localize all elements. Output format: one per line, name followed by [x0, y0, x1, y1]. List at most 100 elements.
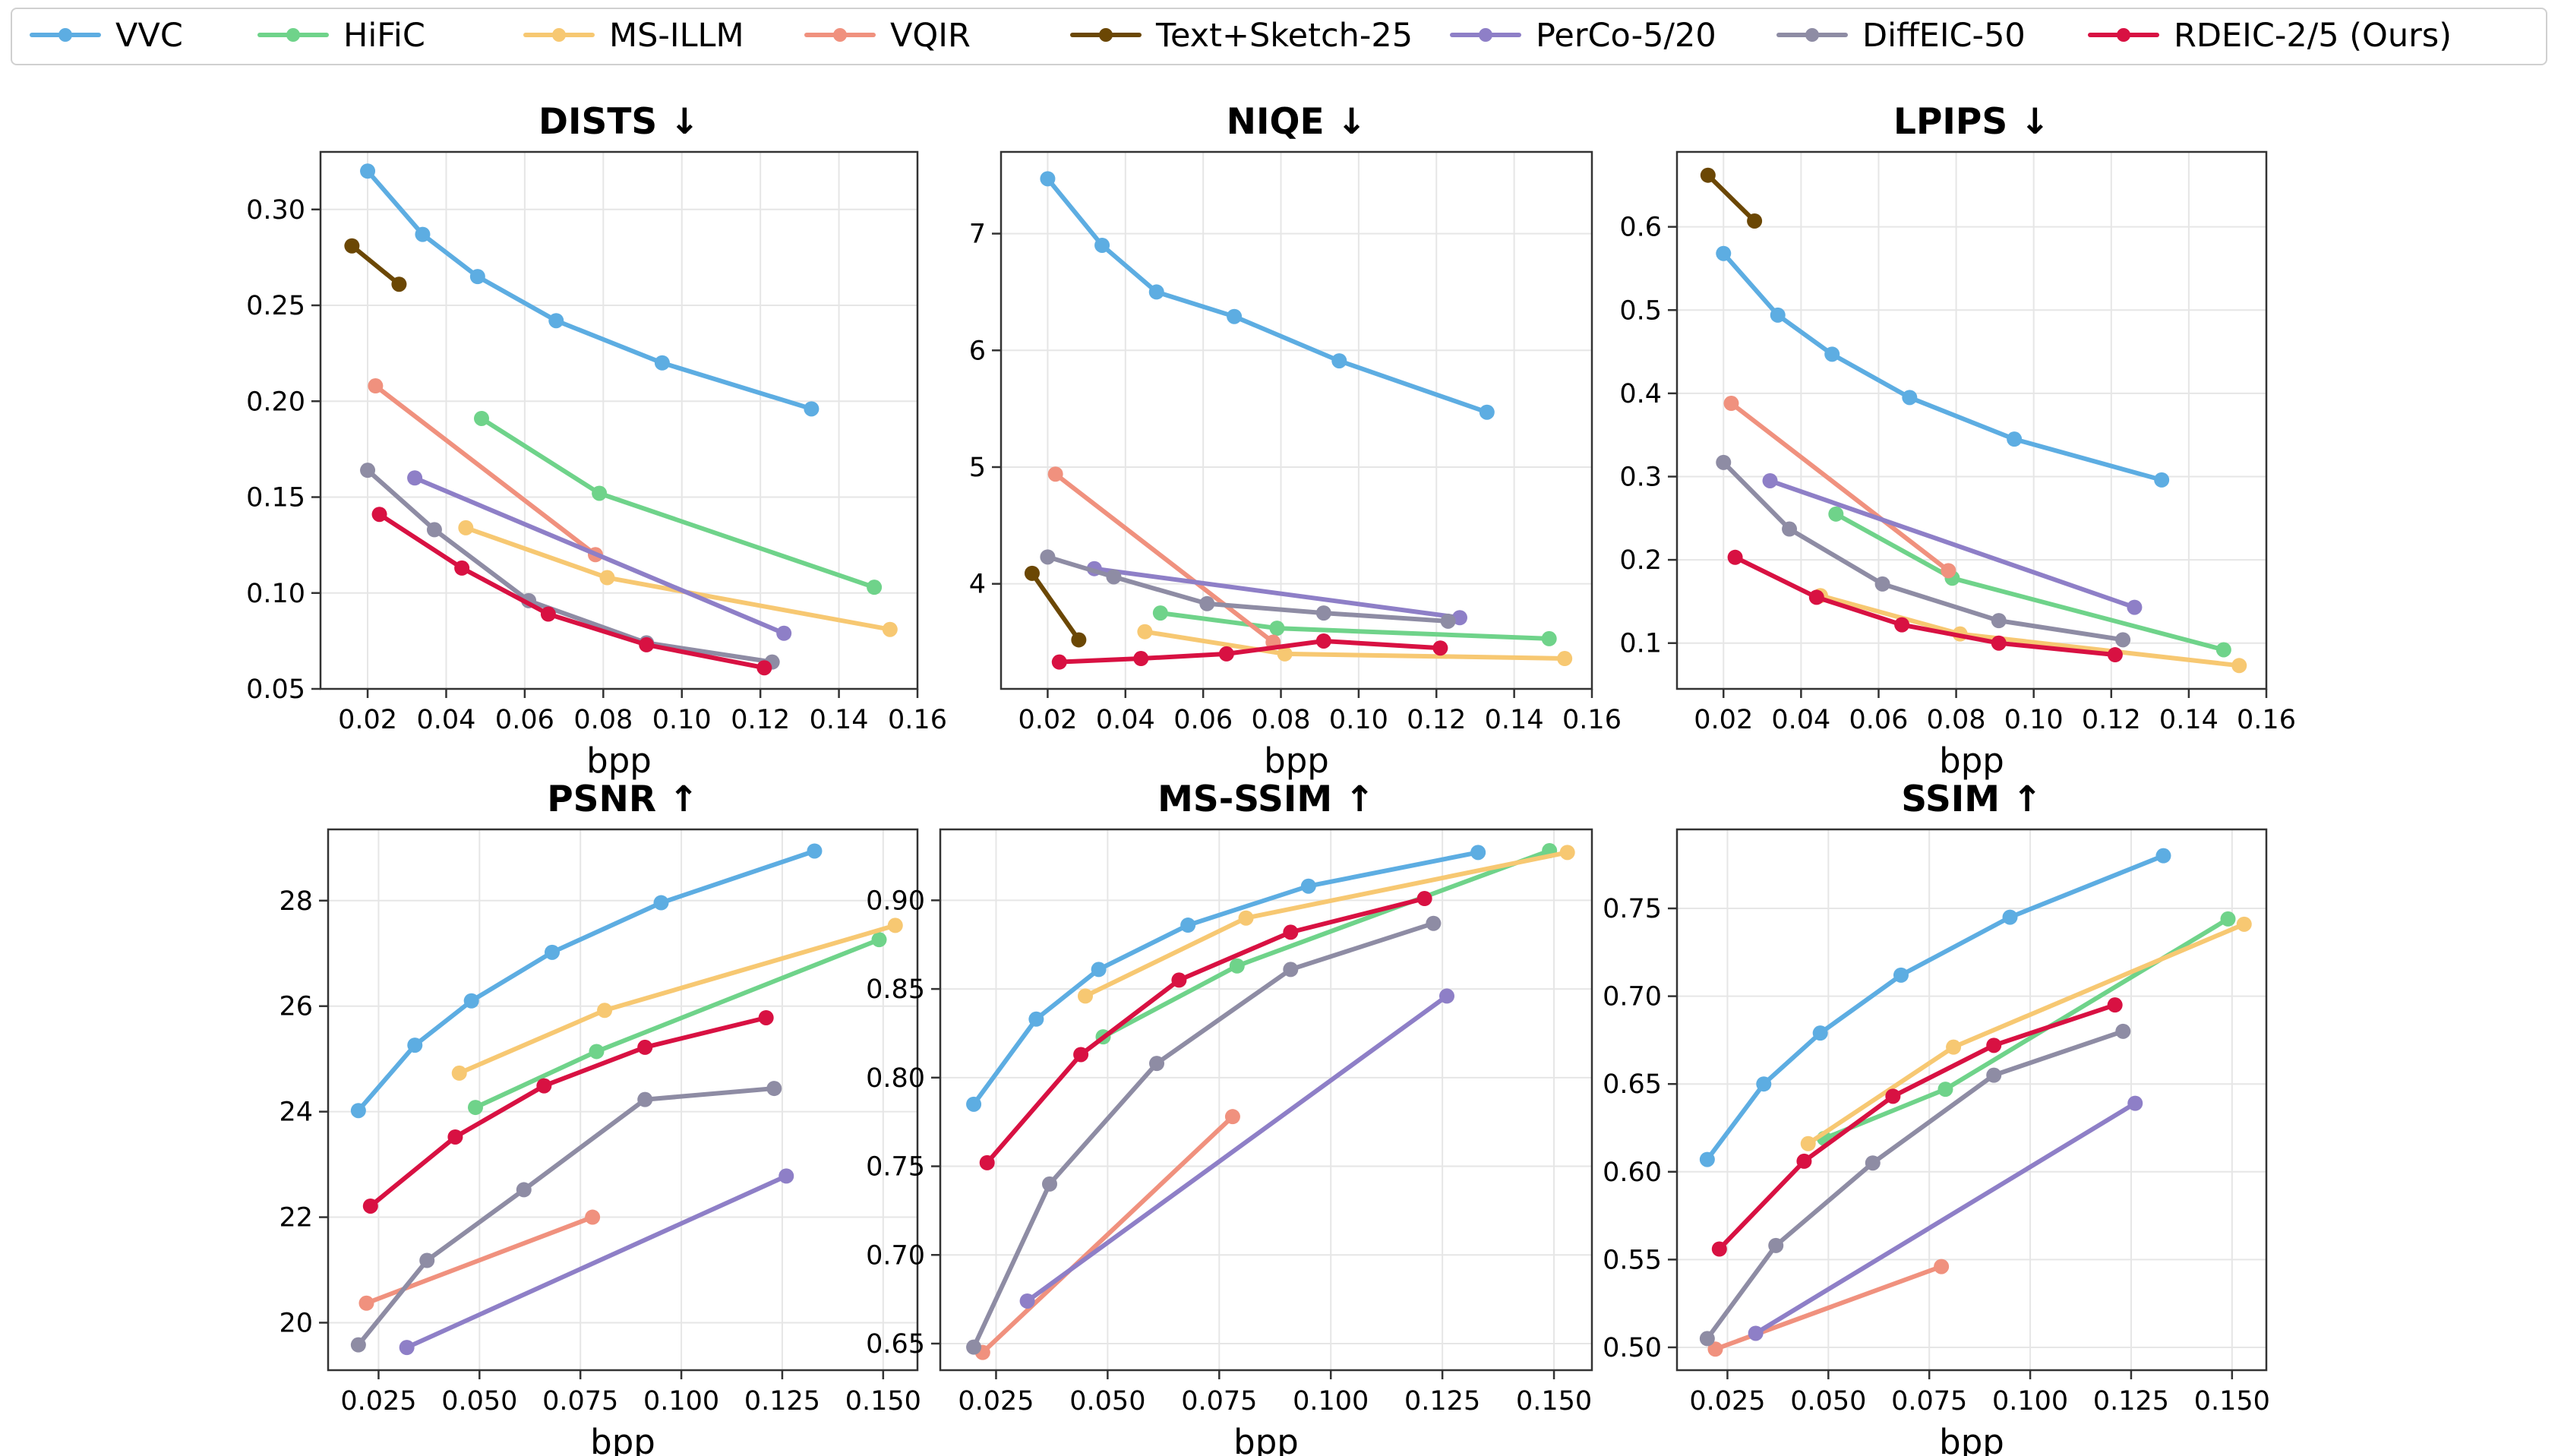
y-tick-label: 0.10 [246, 579, 305, 609]
data-point [407, 470, 423, 486]
series-hific [1095, 843, 1558, 1045]
data-point [2231, 658, 2247, 674]
series-hific [1152, 605, 1557, 646]
legend-label: DiffEIC-50 [1862, 17, 2026, 55]
data-point [1152, 605, 1168, 621]
data-point [1946, 1039, 1962, 1055]
legend-entry-rdeic-2-5-ours: RDEIC-2/5 (Ours) [2088, 17, 2452, 55]
x-tick-label: 0.04 [1771, 705, 1830, 735]
data-point [1019, 1293, 1035, 1309]
series-line [404, 1173, 789, 1350]
legend-swatch-marker [1805, 28, 1819, 42]
data-point [1541, 630, 1557, 646]
x-tick-label: 0.06 [1849, 705, 1909, 735]
series-line [1753, 1101, 2138, 1336]
chart-lpips: 0.02 0.04 0.06 0.08 0.10 0.12 0.14 0.16 0.1 0.2 0.… [1619, 101, 2296, 781]
legend-label: HiFiC [343, 17, 425, 55]
series-line [456, 923, 898, 1075]
x-tick-label: 0.04 [1096, 705, 1155, 735]
series-line [355, 848, 817, 1113]
data-point [1557, 651, 1573, 667]
data-point [419, 1252, 435, 1268]
data-point [2155, 848, 2171, 864]
data-point [1986, 1038, 2002, 1053]
y-tick-label: 7 [969, 220, 986, 250]
y-tick-label: 5 [969, 453, 986, 483]
data-point [653, 895, 669, 911]
legend-swatch-marker [1479, 28, 1492, 42]
data-point [1937, 1082, 1953, 1098]
legend-entry-text-sketch-25: Text+Sketch-25 [1070, 17, 1413, 55]
data-point [1024, 565, 1040, 581]
series-line [1705, 172, 1757, 223]
data-point [1711, 1241, 1727, 1257]
series-line [479, 416, 877, 590]
series-diffeic-50 [350, 1081, 782, 1353]
x-tick-label: 0.08 [1252, 705, 1311, 735]
data-point [766, 1081, 782, 1097]
x-tick-label: 0.025 [958, 1386, 1034, 1417]
y-tick-label: 0.20 [246, 387, 305, 417]
series-hific [1828, 506, 2231, 658]
data-point [1894, 617, 1910, 633]
chart-ms-ssim: 0.025 0.050 0.075 0.100 0.125 0.150 0.65 0.70 0.… [866, 779, 1593, 1456]
series-diffeic-50 [1716, 454, 2131, 648]
data-point [2115, 1023, 2131, 1039]
series-rdeic-2-5-ours [1711, 997, 2123, 1257]
series-line [1767, 478, 2137, 610]
legend-swatch-marker [286, 28, 300, 42]
x-tick-label: 0.050 [1069, 1386, 1145, 1417]
series-diffeic-50 [1040, 549, 1456, 629]
x-tick-label: 0.100 [643, 1386, 719, 1417]
y-tick-label: 6 [969, 336, 986, 366]
data-point [1893, 967, 1909, 983]
data-point [399, 1340, 415, 1356]
y-tick-label: 0.5 [1619, 295, 1662, 326]
data-point [1199, 595, 1215, 611]
data-point [454, 560, 470, 576]
series-line [1729, 401, 1951, 573]
y-tick-label: 0.60 [1603, 1158, 1662, 1188]
series-line [1056, 639, 1443, 665]
data-point [1451, 610, 1467, 626]
data-point [1439, 988, 1455, 1004]
chart-dists: 0.02 0.04 0.06 0.08 0.10 0.12 0.14 0.16 0.05 0.10… [246, 101, 947, 781]
series-rdeic-2-5-ours [362, 1009, 774, 1214]
data-point [966, 1096, 982, 1112]
y-tick-label: 22 [279, 1203, 313, 1233]
x-tick-label: 0.08 [1927, 705, 1986, 735]
y-tick-label: 26 [279, 992, 313, 1022]
x-axis-label: bpp [1233, 1422, 1299, 1456]
data-point [1479, 404, 1495, 420]
data-point [1224, 1109, 1240, 1125]
data-point [758, 1009, 774, 1025]
data-point [468, 1100, 483, 1116]
series-line [349, 243, 402, 287]
data-point [2127, 599, 2143, 615]
data-point [1149, 1056, 1165, 1072]
data-point [350, 1337, 366, 1353]
x-axis-label: bpp [1264, 741, 1329, 781]
data-point [1440, 613, 1456, 629]
series-vqir [1723, 396, 1956, 579]
plot-frame [939, 828, 1593, 1372]
data-point [1331, 353, 1347, 369]
series-perco-5-20 [407, 470, 792, 641]
x-axis-label: bpp [590, 1422, 655, 1456]
series-vqir [974, 1109, 1240, 1360]
legend-swatch-marker [2117, 28, 2130, 42]
data-point [1747, 213, 1763, 229]
data-point [979, 1154, 995, 1170]
data-point [2236, 916, 2252, 932]
legend-entry-perco-5-20: PerCo-5/20 [1450, 17, 1716, 55]
data-point [585, 1209, 601, 1225]
series-vvc [966, 845, 1486, 1112]
series-hific [468, 932, 887, 1116]
data-point [544, 944, 560, 960]
y-tick-label: 0.70 [866, 1240, 925, 1271]
series-perco-5-20 [1748, 1095, 2143, 1341]
series-vvc [1699, 848, 2171, 1167]
data-point [1426, 915, 1442, 931]
data-point [1991, 613, 2007, 629]
data-point [1865, 1155, 1881, 1171]
